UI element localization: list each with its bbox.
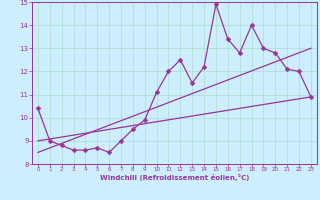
X-axis label: Windchill (Refroidissement éolien,°C): Windchill (Refroidissement éolien,°C): [100, 174, 249, 181]
